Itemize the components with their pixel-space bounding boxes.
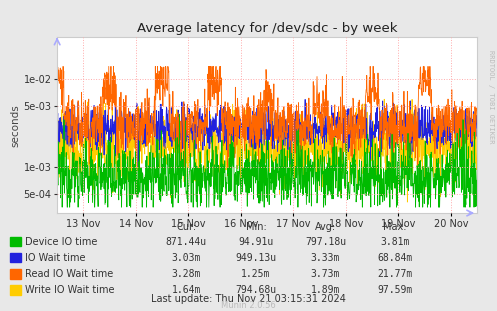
Text: 1.64m: 1.64m xyxy=(171,285,201,295)
Text: Cur:: Cur: xyxy=(176,222,196,232)
Text: 97.59m: 97.59m xyxy=(378,285,413,295)
Text: Munin 2.0.56: Munin 2.0.56 xyxy=(221,301,276,310)
Text: 94.91u: 94.91u xyxy=(239,237,273,247)
Title: Average latency for /dev/sdc - by week: Average latency for /dev/sdc - by week xyxy=(137,22,398,35)
Text: 68.84m: 68.84m xyxy=(378,253,413,263)
Text: Last update: Thu Nov 21 03:15:31 2024: Last update: Thu Nov 21 03:15:31 2024 xyxy=(151,294,346,304)
Text: 3.81m: 3.81m xyxy=(380,237,410,247)
Text: RRDTOOL / TOBI OETIKER: RRDTOOL / TOBI OETIKER xyxy=(488,50,494,143)
Text: 3.73m: 3.73m xyxy=(311,269,340,279)
Text: 3.03m: 3.03m xyxy=(171,253,201,263)
Text: Device IO time: Device IO time xyxy=(25,237,97,247)
Text: 21.77m: 21.77m xyxy=(378,269,413,279)
Text: 949.13u: 949.13u xyxy=(236,253,276,263)
Text: Write IO Wait time: Write IO Wait time xyxy=(25,285,114,295)
Text: 1.89m: 1.89m xyxy=(311,285,340,295)
Text: Read IO Wait time: Read IO Wait time xyxy=(25,269,113,279)
Text: 871.44u: 871.44u xyxy=(166,237,207,247)
Text: 3.33m: 3.33m xyxy=(311,253,340,263)
Text: Avg:: Avg: xyxy=(315,222,336,232)
Text: IO Wait time: IO Wait time xyxy=(25,253,85,263)
Text: 3.28m: 3.28m xyxy=(171,269,201,279)
Y-axis label: seconds: seconds xyxy=(11,104,21,146)
Text: Max:: Max: xyxy=(383,222,407,232)
Text: 794.68u: 794.68u xyxy=(236,285,276,295)
Text: 1.25m: 1.25m xyxy=(241,269,271,279)
Text: 797.18u: 797.18u xyxy=(305,237,346,247)
Text: Min:: Min: xyxy=(246,222,266,232)
